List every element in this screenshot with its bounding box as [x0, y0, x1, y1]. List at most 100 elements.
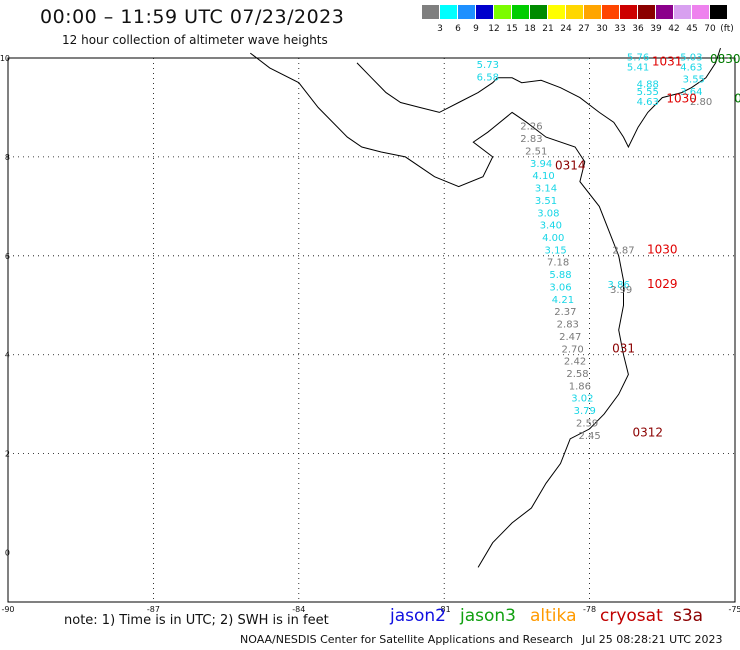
pass-time-label: 1029	[647, 277, 678, 291]
wave-height-label: 5.88	[549, 270, 571, 281]
x-tick-label: -84	[292, 605, 305, 614]
wave-height-label: 2.42	[564, 357, 586, 368]
x-tick-label: -75	[728, 605, 740, 614]
wave-height-label: 2.87	[612, 245, 634, 256]
wave-height-label: 2.58	[566, 369, 588, 380]
colorbar-swatch	[440, 5, 457, 19]
colorbar-label: 45	[686, 24, 698, 34]
colorbar-swatch	[692, 5, 709, 19]
colorbar-label: 18	[524, 24, 536, 34]
map-subtitle: 12 hour collection of altimeter wave hei…	[62, 33, 328, 47]
colorbar-swatch	[674, 5, 691, 19]
wave-height-label: 4.00	[542, 233, 564, 244]
wave-height-label: 3.06	[549, 282, 571, 293]
colorbar-label: 33	[614, 24, 626, 34]
colorbar-swatch	[638, 5, 655, 19]
map-frame	[7, 57, 736, 603]
pass-time-label: 1030	[666, 92, 697, 106]
wave-height-label: 3.79	[574, 406, 596, 417]
wave-height-label: 5.55	[637, 87, 659, 98]
wave-height-label: 6.58	[477, 72, 499, 83]
colorbar-swatch	[566, 5, 583, 19]
colorbar-swatch	[620, 5, 637, 19]
colorbar-swatch	[422, 5, 439, 19]
wave-height-label: 4.63	[637, 97, 659, 108]
colorbar-label: 42	[668, 24, 680, 34]
wave-height-label: 3.55	[683, 75, 705, 86]
colorbar-label: 9	[473, 24, 479, 34]
pass-time-label: 0830	[710, 52, 740, 66]
colorbar-label: 24	[560, 24, 572, 34]
colorbar-swatch	[710, 5, 727, 19]
colorbar-unit: (ft)	[720, 24, 734, 34]
wave-height-label: 3.02	[571, 394, 593, 405]
wave-height-label: 3.94	[530, 159, 552, 170]
pacific-coastline	[249, 52, 629, 568]
satellite-legend-altika: altika	[530, 606, 577, 626]
x-tick-label: -78	[583, 605, 596, 614]
colorbar-label: 12	[488, 24, 500, 34]
wave-height-label: 4.88	[637, 80, 659, 91]
wave-height-label: 2.83	[520, 134, 542, 145]
satellite-legend-jason3: jason3	[460, 606, 516, 626]
y-tick-label: 8	[5, 153, 10, 162]
wave-height-label: 3.51	[535, 196, 557, 207]
x-tick-label: -81	[438, 605, 451, 614]
satellite-legend-jason2: jason2	[390, 606, 446, 626]
satellite-legend-s3a: s3a	[673, 606, 704, 626]
colorbar-label: 30	[596, 24, 608, 34]
x-tick-label: -90	[1, 605, 14, 614]
colorbar-label: 21	[542, 24, 554, 34]
y-tick-label: 6	[5, 252, 10, 261]
wave-height-label: 4.63	[680, 62, 702, 73]
wave-height-label: 5.73	[477, 60, 499, 71]
colorbar-label: 36	[632, 24, 644, 34]
colorbar-swatch	[602, 5, 619, 19]
colorbar-label: 39	[650, 24, 662, 34]
wave-height-label: 4.21	[552, 295, 574, 306]
x-tick-label: -87	[147, 605, 160, 614]
colorbar-swatch	[548, 5, 565, 19]
pass-time-label: 031	[612, 341, 635, 355]
wave-height-label: 2.26	[520, 122, 542, 133]
wave-height-label: 3.86	[608, 280, 630, 291]
colorbar-swatch	[584, 5, 601, 19]
wave-height-label: 4.10	[532, 171, 554, 182]
wave-height-label: 3.64	[680, 87, 702, 98]
wave-height-label: 2.51	[525, 146, 547, 157]
pass-time-label: 0312	[632, 425, 663, 439]
wave-height-label: 2.83	[557, 320, 579, 331]
wave-height-label: 3.15	[545, 245, 567, 256]
wave-height-label: 2.45	[578, 431, 600, 442]
wave-height-label: 3.08	[537, 208, 559, 219]
colorbar-label: 6	[455, 24, 461, 34]
colorbar-label: 70	[704, 24, 716, 34]
wave-height-label: 2.47	[559, 332, 581, 343]
colorbar-label: 27	[578, 24, 590, 34]
colorbar-swatch	[494, 5, 511, 19]
colorbar-label: 15	[506, 24, 518, 34]
colorbar-swatch	[530, 5, 547, 19]
pass-time-label: 1031	[652, 54, 683, 68]
y-tick-label: 10	[0, 54, 10, 63]
wave-height-label: 5.76	[627, 52, 649, 63]
credit-text: NOAA/NESDIS Center for Satellite Applica…	[240, 633, 574, 646]
wave-height-label: 3.14	[535, 184, 557, 195]
satellite-legend-cryosat: cryosat	[600, 606, 663, 626]
note-text: note: 1) Time is in UTC; 2) SWH is in fe…	[64, 613, 329, 628]
wave-height-label: 1.86	[569, 381, 591, 392]
pass-time-label: 0831	[734, 92, 740, 106]
wave-height-label: 5.41	[627, 62, 649, 73]
wave-height-label: 3.99	[610, 285, 632, 296]
wave-height-label: 5.03	[680, 52, 702, 63]
pass-time-label: 0314	[555, 158, 586, 172]
caribbean-coastline	[356, 47, 721, 149]
y-tick-label: 0	[5, 549, 10, 558]
colorbar-swatch	[512, 5, 529, 19]
wave-height-label: 2.80	[690, 97, 712, 108]
pass-time-label: 1030	[647, 242, 678, 256]
wave-height-label: 3.40	[540, 221, 562, 232]
colorbar-swatch	[656, 5, 673, 19]
wave-height-label: 2.37	[554, 307, 576, 318]
